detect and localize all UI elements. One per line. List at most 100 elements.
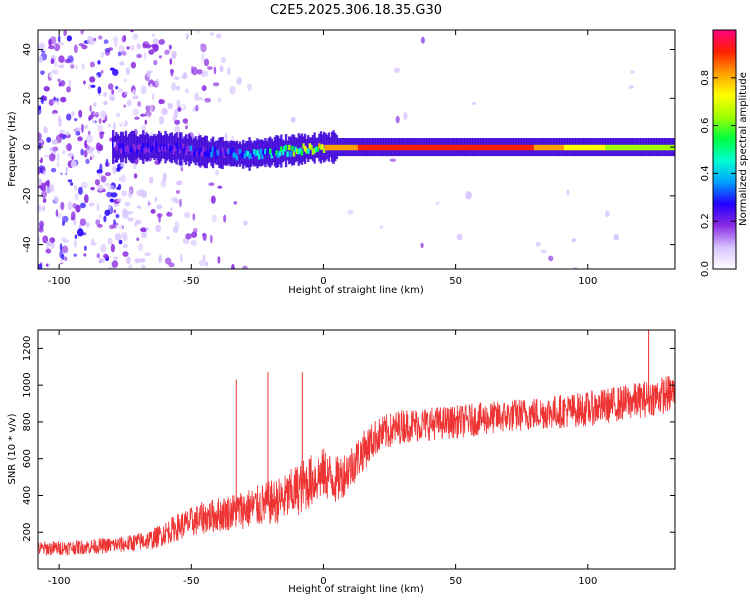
heatmap-ridge-cell xyxy=(116,141,120,147)
heatmap-noise-cell xyxy=(166,211,173,217)
heatmap-ridge-cell xyxy=(533,144,537,151)
heatmap-ridge-halo xyxy=(192,138,196,163)
heatmap-ridge-halo xyxy=(215,140,218,165)
heatmap-noise-cell xyxy=(48,39,52,47)
snr-x-tick-label: 100 xyxy=(578,576,597,587)
heatmap-noise-cell xyxy=(91,238,95,244)
heatmap-noise-cell xyxy=(115,224,123,233)
heatmap-ridge-cell xyxy=(192,151,196,157)
heatmap-ridge-cell xyxy=(215,153,218,159)
heatmap-noise-cell xyxy=(100,91,104,96)
heatmap-noise-cell xyxy=(393,67,401,73)
heatmap-noise-cell xyxy=(75,127,82,131)
heatmap-noise-cell xyxy=(98,117,102,124)
heatmap-noise-cell xyxy=(196,69,203,75)
heatmap-noise-cell xyxy=(38,178,43,186)
heatmap-noise-cell xyxy=(140,227,147,233)
heatmap-ridge-cell xyxy=(208,149,212,155)
heatmap-ridge-cell xyxy=(448,144,451,151)
heatmap-ridge-cell xyxy=(281,149,285,156)
heatmap-ridge-cell xyxy=(671,144,675,151)
heatmap-ridge-cell xyxy=(530,144,534,151)
heatmap-noise-cell xyxy=(220,56,227,64)
heatmap-ridge-cell xyxy=(288,144,291,151)
colorbar-tick-label: 0.2 xyxy=(700,213,711,229)
heatmap-noise-cell xyxy=(141,190,148,199)
heatmap-ridge-cell xyxy=(112,141,115,147)
heatmap-noise-cell xyxy=(38,42,45,51)
heatmap-noise-cell xyxy=(174,125,181,134)
heatmap-ridge-cell xyxy=(211,146,215,153)
heatmap-ridge-halo xyxy=(261,139,264,167)
heatmap-noise-cell xyxy=(140,85,147,95)
heatmap-ridge-cell xyxy=(608,144,611,151)
heatmap-noise-cell xyxy=(74,184,78,192)
heatmap-ridge-cell xyxy=(138,144,142,151)
heatmap-noise-cell xyxy=(174,221,180,229)
heatmap-noise-cell xyxy=(109,224,115,230)
heatmap-ridge-cell xyxy=(581,144,584,151)
heatmap-noise-cell xyxy=(130,251,137,256)
heatmap-noise-cell xyxy=(98,258,105,263)
heatmap-x-tick-label: -50 xyxy=(183,276,199,287)
heatmap-ridge-cell xyxy=(575,144,578,151)
heatmap-noise-cell xyxy=(90,186,95,191)
heatmap-noise-cell xyxy=(89,61,96,68)
heatmap-ridge-cell xyxy=(413,144,416,151)
heatmap-noise-cell xyxy=(43,154,50,158)
heatmap-noise-cell xyxy=(116,197,123,203)
heatmap-noise-cell xyxy=(57,78,61,83)
heatmap-ridge-cell xyxy=(332,144,335,151)
heatmap-noise-cell xyxy=(136,62,143,70)
heatmap-noise-cell xyxy=(238,42,245,47)
heatmap-noise-cell xyxy=(59,243,63,251)
heatmap-ridge-cell xyxy=(640,144,643,151)
heatmap-ridge-cell xyxy=(151,144,155,151)
heatmap-noise-cell xyxy=(471,248,478,256)
heatmap-ridge-cell xyxy=(113,141,116,148)
heatmap-noise-cell xyxy=(39,220,45,228)
heatmap-noise-cell xyxy=(123,234,128,242)
heatmap-ridge-cell xyxy=(276,152,280,159)
heatmap-noise-cell xyxy=(74,117,78,122)
heatmap-noise-cell xyxy=(104,182,110,187)
heatmap-noise-cell xyxy=(40,32,44,41)
heatmap-ridge-cell xyxy=(280,146,283,152)
snr-y-label: SNR (10 * v/v) xyxy=(7,413,18,484)
heatmap-noise-cell xyxy=(229,85,236,95)
heatmap-ridge-cell xyxy=(345,144,348,151)
heatmap-noise-cell xyxy=(155,78,160,87)
heatmap-ridge-cell xyxy=(184,149,188,156)
heatmap-ridge-cell xyxy=(394,144,397,151)
heatmap-ridge-cell xyxy=(210,151,213,158)
heatmap-noise-cell xyxy=(190,239,197,246)
heatmap-ridge-cell xyxy=(170,147,174,153)
heatmap-ridge-cell xyxy=(422,144,426,151)
heatmap-ridge-cell xyxy=(651,144,654,151)
heatmap-ridge-cell xyxy=(576,144,580,151)
heatmap-ridge-cell xyxy=(119,148,123,154)
heatmap-ridge-cell xyxy=(392,144,396,151)
heatmap-ridge-cell xyxy=(360,144,364,151)
snr-y-tick-label: 200 xyxy=(22,523,33,542)
heatmap-ridge-cell xyxy=(319,144,323,150)
heatmap-noise-cell xyxy=(403,112,408,120)
heatmap-ridge-cell xyxy=(426,144,429,151)
snr-y-tick-label: 800 xyxy=(22,412,33,431)
heatmap-x-axis: -100 -50 0 50 100 xyxy=(48,30,597,287)
heatmap-noise-cell xyxy=(106,191,113,198)
heatmap-ridge-cell xyxy=(315,146,318,153)
heatmap-ridge-cell xyxy=(153,141,156,148)
heatmap-noise-cell xyxy=(217,256,221,264)
heatmap-noise-cell xyxy=(49,72,56,79)
heatmap-ridge-cell xyxy=(127,148,131,154)
heatmap-noise-cell xyxy=(73,239,78,248)
heatmap-ridge-cell xyxy=(375,144,378,151)
heatmap-noise-cell xyxy=(173,198,179,202)
heatmap-ridge-cell xyxy=(554,144,557,151)
heatmap-noise-cell xyxy=(99,110,107,119)
heatmap-noise-cell xyxy=(38,235,41,245)
heatmap-noise-cell xyxy=(102,119,106,124)
heatmap-noise-cell xyxy=(187,107,192,112)
heatmap-ridge-cell xyxy=(592,144,595,151)
